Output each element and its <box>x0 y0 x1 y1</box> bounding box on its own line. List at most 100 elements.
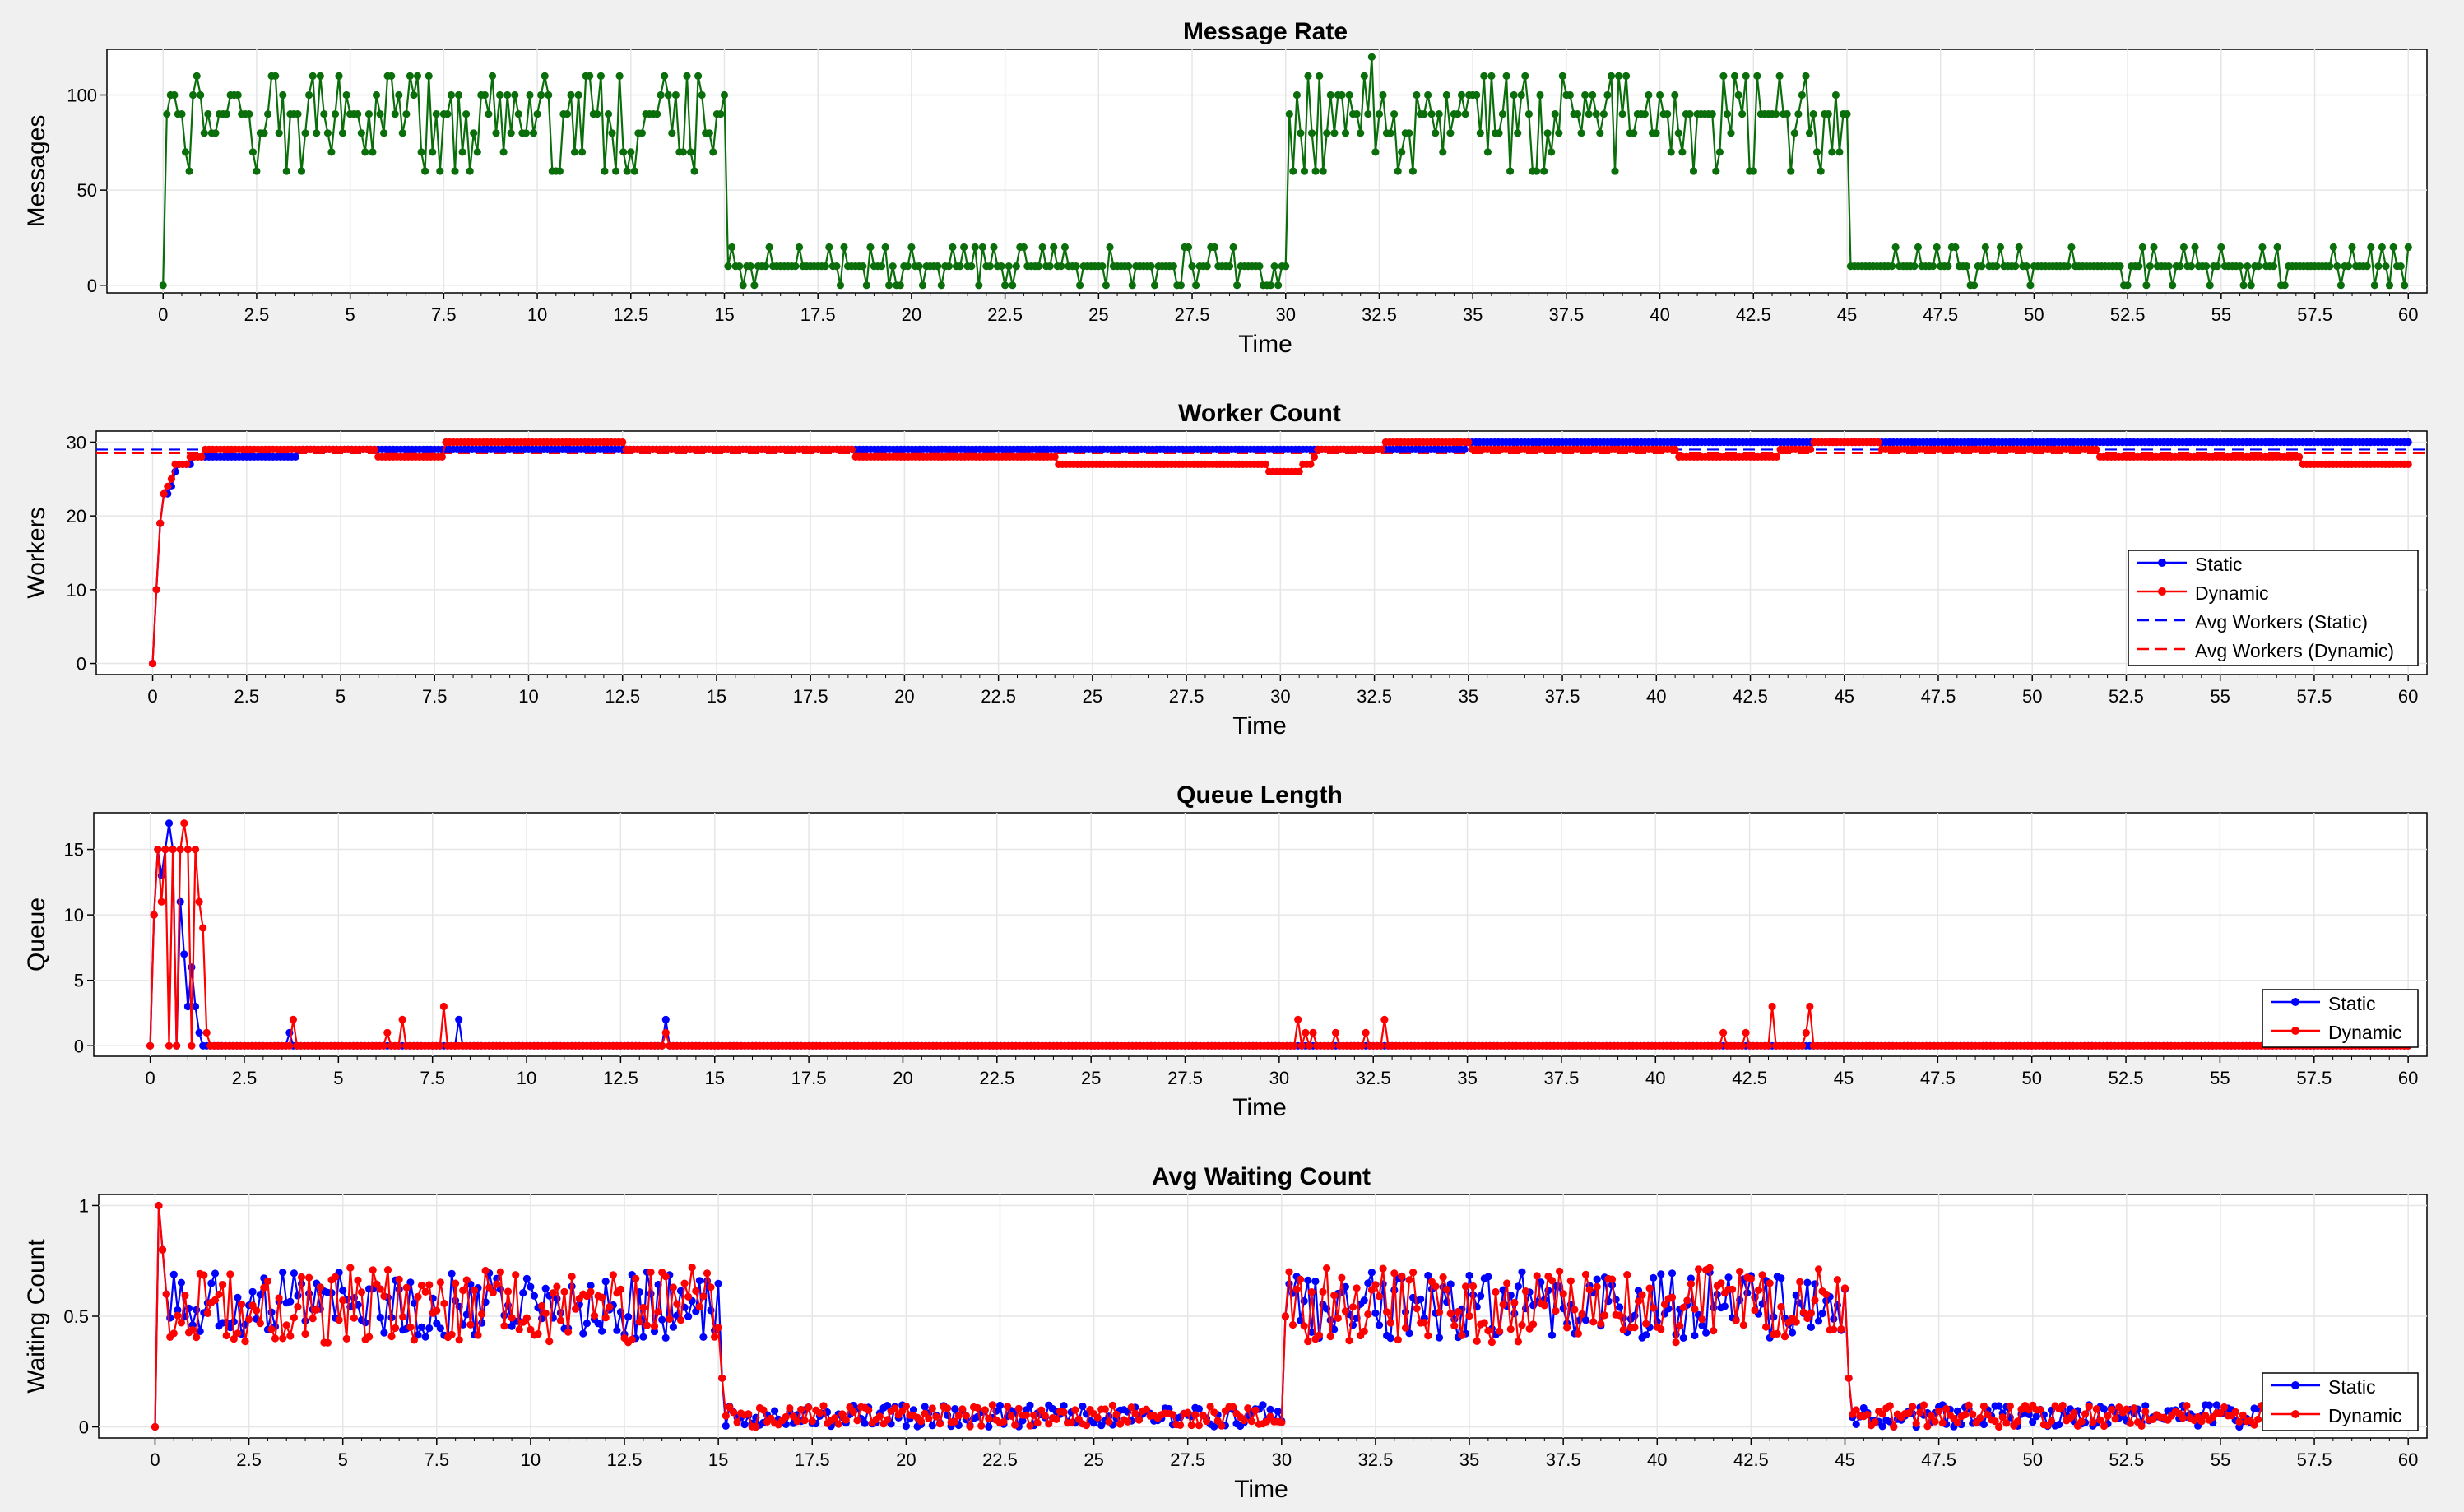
data-point <box>1309 1028 1317 1037</box>
data-point <box>394 1041 403 1050</box>
data-point <box>376 1314 384 1322</box>
data-point <box>1295 467 1303 475</box>
x-tick-label: 47.5 <box>1923 304 1958 325</box>
data-point <box>2116 262 2124 271</box>
data-point <box>1634 1297 1643 1306</box>
data-point <box>181 148 190 156</box>
data-point <box>627 148 635 156</box>
data-point <box>1125 262 1133 271</box>
data-point <box>1758 1271 1766 1279</box>
data-point <box>877 262 886 271</box>
x-tick-label: 22.5 <box>982 1449 1018 1470</box>
data-point <box>935 1420 944 1428</box>
data-point <box>739 281 747 290</box>
data-point <box>185 167 193 175</box>
data-point <box>1315 1331 1324 1339</box>
x-tick-label: 22.5 <box>987 304 1023 325</box>
x-tick-label: 10 <box>517 1068 536 1088</box>
data-point <box>338 129 347 137</box>
x-tick-label: 42.5 <box>1733 686 1768 707</box>
x-tick-label: 2.5 <box>234 686 259 707</box>
x-tick-label: 60 <box>2398 1068 2418 1088</box>
data-point <box>630 167 638 175</box>
data-point <box>1067 1418 1075 1426</box>
data-point <box>2135 262 2143 271</box>
data-point <box>1540 1301 1548 1310</box>
data-point <box>2212 1401 2220 1409</box>
data-point <box>2165 262 2173 271</box>
data-point <box>1674 129 1682 137</box>
legend-label: Avg Workers (Static) <box>2195 611 2368 633</box>
x-tick-label: 47.5 <box>1920 1068 1956 1088</box>
data-point <box>339 1296 347 1305</box>
data-point <box>956 262 964 271</box>
x-tick-label: 15 <box>714 304 734 325</box>
data-point <box>1578 1310 1586 1319</box>
data-point <box>458 148 466 156</box>
data-point <box>805 1403 813 1412</box>
data-point <box>1698 1315 1706 1324</box>
data-point <box>707 1283 715 1292</box>
data-point <box>1754 1286 1763 1294</box>
data-point <box>1691 1305 1699 1313</box>
data-point <box>1394 167 1402 175</box>
x-tick-label: 12.5 <box>603 1068 638 1088</box>
data-point <box>1330 129 1339 137</box>
data-point <box>447 90 456 100</box>
data-point <box>1792 1318 1800 1326</box>
x-tick-label: 0 <box>150 1449 160 1470</box>
data-point <box>380 1329 388 1337</box>
data-point <box>189 90 197 100</box>
data-point <box>1379 90 1387 100</box>
data-point <box>376 110 384 118</box>
data-point <box>570 148 579 156</box>
data-point <box>2231 1408 2239 1416</box>
data-point <box>1266 281 1275 290</box>
data-point <box>2254 1415 2262 1423</box>
data-point <box>1888 262 1896 271</box>
data-point <box>918 281 927 290</box>
data-point <box>2191 243 2199 252</box>
data-point <box>1753 72 1761 80</box>
data-point <box>1492 1287 1500 1296</box>
data-point <box>522 129 531 137</box>
data-point <box>997 262 1005 271</box>
data-point <box>2389 243 2397 252</box>
data-point <box>1548 1277 1557 1285</box>
data-point <box>350 1314 358 1322</box>
data-point <box>1338 1273 1346 1282</box>
data-point <box>2176 262 2184 271</box>
data-point <box>574 90 582 100</box>
x-tick-label: 32.5 <box>1357 686 1392 707</box>
data-point <box>195 897 203 906</box>
data-point <box>596 72 606 80</box>
data-point <box>2295 452 2304 461</box>
data-point <box>1566 90 1574 100</box>
axis-ticks: 0 2.5 5 7.5 10 12.5 15 17.5 20 22.5 25 27.5 30 32.5 35… <box>67 432 2419 707</box>
data-point <box>2146 262 2154 271</box>
data-point <box>978 243 986 252</box>
data-point <box>514 110 522 118</box>
data-point <box>862 281 870 290</box>
data-point <box>1743 1289 1752 1297</box>
x-tick-label: 55 <box>2211 304 2231 325</box>
data-point <box>406 1323 415 1331</box>
data-point <box>1367 53 1376 61</box>
data-point <box>1195 1422 1203 1430</box>
data-point <box>1124 1417 1132 1426</box>
data-point <box>275 129 283 137</box>
data-point <box>533 110 541 118</box>
data-point <box>865 1406 873 1414</box>
data-point <box>1106 243 1114 252</box>
data-point <box>211 129 220 137</box>
data-point <box>686 148 695 156</box>
data-point <box>248 1287 257 1296</box>
data-point <box>859 262 867 271</box>
x-tick-label: 40 <box>1647 1449 1667 1470</box>
data-point <box>1979 1420 1988 1429</box>
data-point <box>1645 90 1653 100</box>
data-point <box>990 243 998 252</box>
data-point <box>724 262 732 271</box>
chart-title: Message Rate <box>1183 18 1348 45</box>
